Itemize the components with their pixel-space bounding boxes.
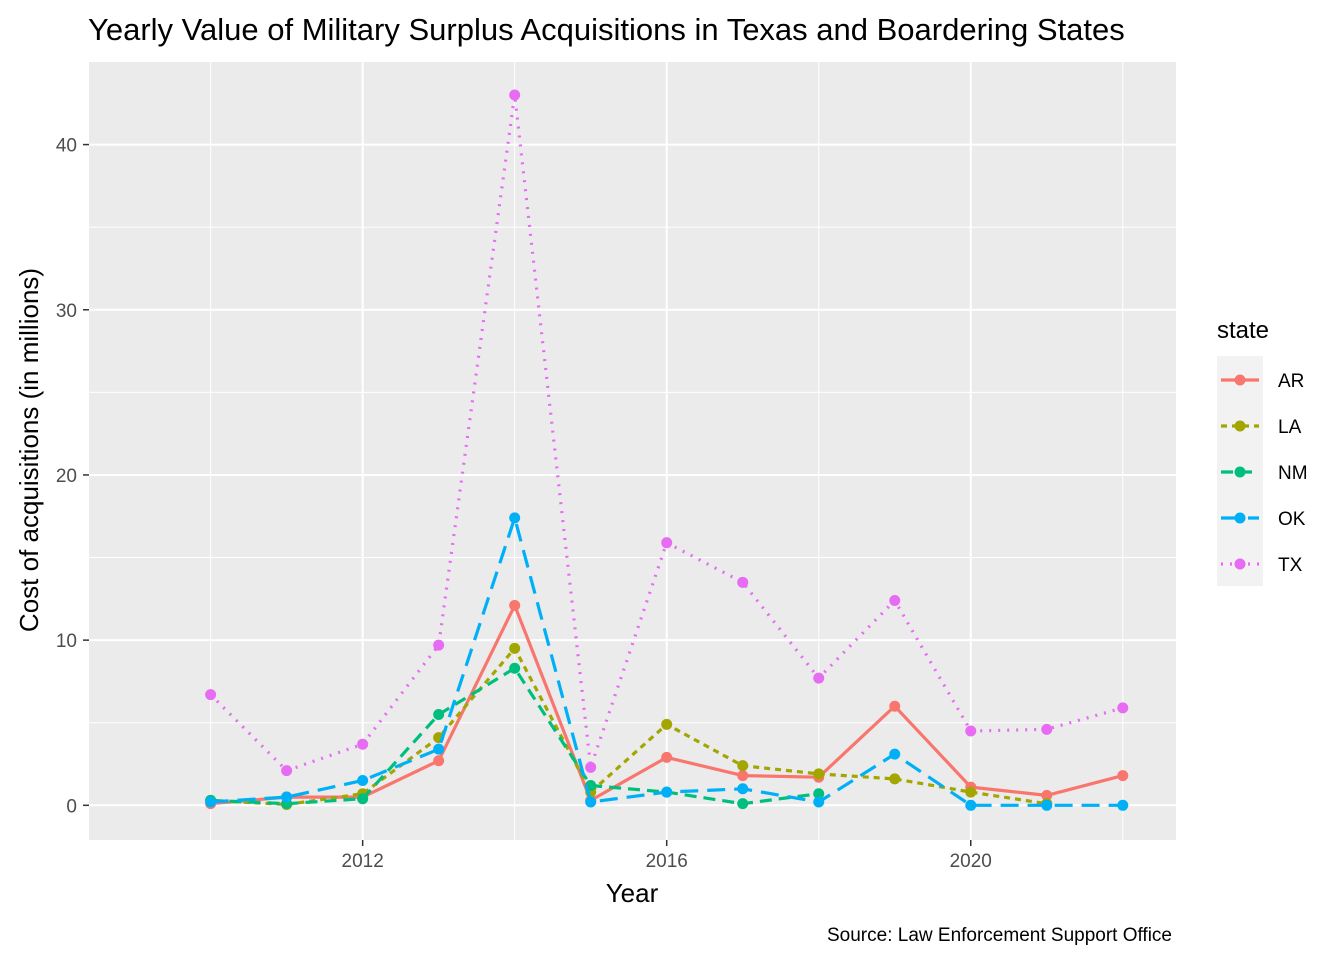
data-point-la (965, 786, 977, 798)
data-point-ok (661, 786, 673, 798)
data-point-tx (433, 639, 445, 651)
data-point-ar (1041, 789, 1053, 801)
legend-label-la: LA (1278, 417, 1302, 438)
chart-title: Yearly Value of Military Surplus Acquisi… (88, 12, 1125, 47)
legend-label-tx: TX (1278, 555, 1303, 576)
data-point-nm (509, 662, 521, 674)
data-point-ok (1117, 799, 1129, 811)
y-tick-label: 20 (56, 466, 77, 487)
data-point-tx (1041, 723, 1053, 735)
y-tick-label: 10 (56, 631, 77, 652)
data-point-ok (1041, 799, 1053, 811)
y-tick-label: 0 (66, 796, 77, 817)
series-ok (205, 512, 1129, 811)
panel-background (89, 62, 1176, 840)
data-point-ok (281, 791, 293, 803)
x-tick-label: 2016 (646, 851, 688, 872)
legend: state AR LA NM OK TX (1217, 317, 1308, 586)
plot-panel (89, 62, 1176, 840)
data-point-ar (509, 599, 521, 611)
axes: 2012 2016 2020 0 10 20 30 40 (56, 136, 992, 872)
data-point-ok (889, 748, 901, 760)
y-axis-title: Cost of acquisitions (in millions) (14, 268, 44, 632)
data-point-ar (889, 700, 901, 712)
data-point-tx (205, 689, 217, 701)
data-point-tx (813, 672, 825, 684)
y-tick-label: 30 (56, 301, 77, 322)
data-point-la (509, 642, 521, 654)
legend-label-ok: OK (1278, 509, 1306, 530)
legend-items: AR LA NM OK TX (1221, 371, 1308, 576)
data-point-ok (433, 743, 445, 755)
data-point-la (889, 773, 901, 785)
data-point-ar (661, 751, 673, 763)
series-tx (205, 89, 1129, 777)
series-line-nm (210, 666, 819, 806)
data-point-tx (889, 594, 901, 606)
x-tick-label: 2020 (950, 851, 992, 872)
legend-key-point-nm (1234, 466, 1246, 478)
data-point-ok (357, 775, 369, 787)
data-point-ok (585, 796, 597, 808)
legend-key-point-la (1234, 420, 1246, 432)
data-point-ok (205, 796, 217, 808)
data-point-ok (813, 796, 825, 808)
data-point-tx (737, 576, 749, 588)
data-point-tx (509, 89, 521, 101)
legend-key-point-ar (1234, 374, 1246, 386)
legend-title: state (1217, 317, 1269, 344)
data-point-ar (433, 755, 445, 767)
data-point-la (737, 760, 749, 772)
legend-label-nm: NM (1278, 463, 1308, 484)
data-point-ok (509, 512, 521, 524)
data-point-tx (661, 537, 673, 549)
data-point-nm (357, 793, 369, 805)
data-point-ar (737, 770, 749, 782)
data-point-tx (965, 725, 977, 737)
legend-key-point-ok (1234, 512, 1246, 524)
data-point-nm (433, 708, 445, 720)
legend-label-ar: AR (1278, 371, 1304, 392)
data-point-tx (357, 738, 369, 750)
source-caption: Source: Law Enforcement Support Office (827, 925, 1172, 946)
data-point-nm (737, 798, 749, 810)
series-line-la (210, 646, 1048, 807)
x-tick-label: 2012 (342, 851, 384, 872)
data-point-tx (585, 761, 597, 773)
data-point-tx (281, 765, 293, 777)
legend-key-point-tx (1234, 558, 1246, 570)
data-point-nm (813, 788, 825, 800)
data-point-ar (1117, 770, 1129, 782)
grid-lines (89, 62, 1176, 840)
x-axis-title: Year (606, 878, 659, 908)
data-point-ok (737, 783, 749, 795)
data-point-la (813, 768, 825, 780)
y-tick-label: 40 (56, 136, 77, 157)
data-point-tx (1117, 702, 1129, 714)
data-point-ok (965, 799, 977, 811)
series-group (205, 89, 1129, 811)
data-point-la (661, 718, 673, 730)
